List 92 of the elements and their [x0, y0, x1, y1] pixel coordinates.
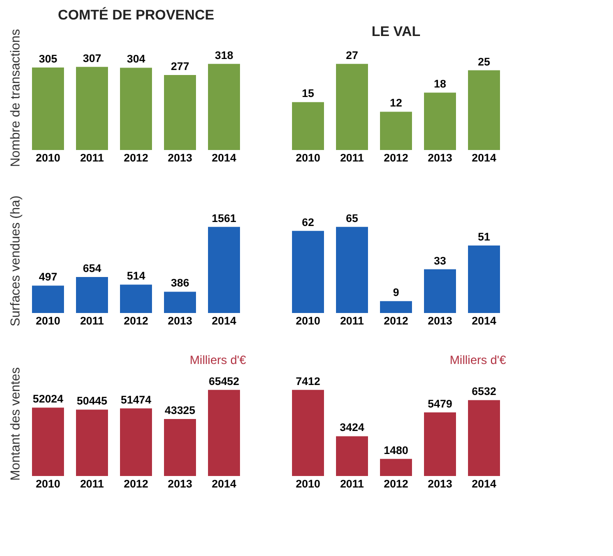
- data-label: 277: [170, 61, 190, 74]
- data-label: 6532: [472, 386, 496, 398]
- x-tick-label: 2010: [296, 316, 320, 328]
- data-label: 50445: [76, 396, 108, 408]
- x-tick-label: 2014: [472, 152, 498, 164]
- y-axis-title: Surfaces vendues (ha): [8, 196, 22, 326]
- data-label: 52024: [32, 394, 64, 406]
- data-label: 12: [390, 98, 402, 110]
- y-axis-title: Nombre de transactions: [8, 28, 22, 168]
- data-label: 497: [38, 272, 58, 284]
- x-tick-label: 2010: [296, 152, 320, 164]
- x-tick-label: 2012: [384, 152, 408, 164]
- x-tick-label: 2010: [36, 316, 60, 328]
- bar: [380, 301, 412, 313]
- bar: [76, 276, 108, 313]
- bar: [164, 419, 196, 476]
- x-tick-label: 2012: [384, 316, 408, 328]
- bar: [424, 412, 456, 476]
- bar: [380, 112, 412, 150]
- bar: [120, 408, 152, 476]
- bar: [32, 408, 64, 476]
- data-label: 3424: [340, 422, 366, 434]
- text: Milliers d'€: [450, 353, 506, 367]
- data-label: 654: [82, 262, 102, 275]
- x-tick-label: 2012: [124, 152, 148, 164]
- bar: [292, 390, 324, 476]
- data-label: 43325: [164, 405, 196, 418]
- x-tick-label: 2012: [124, 478, 148, 490]
- bar: [336, 64, 368, 150]
- data-label: 18: [434, 78, 446, 91]
- x-tick-label: 2011: [340, 316, 364, 328]
- x-tick-label: 2014: [472, 478, 498, 490]
- x-tick-label: 2014: [212, 316, 238, 328]
- data-label: 65: [346, 212, 358, 225]
- bar: [164, 292, 196, 313]
- data-label: 9: [392, 287, 400, 300]
- x-tick-label: 2010: [36, 478, 60, 490]
- x-tick-label: 2010: [36, 152, 60, 164]
- chart-title: LE VAL: [372, 23, 421, 39]
- bar: [292, 102, 324, 150]
- data-label: 25: [478, 56, 490, 68]
- bar: [292, 230, 324, 313]
- data-label: 514: [126, 270, 146, 283]
- data-label: 33: [434, 255, 446, 268]
- bar: [380, 458, 412, 476]
- data-label: 65452: [208, 376, 240, 388]
- data-label: 27: [346, 50, 358, 62]
- x-tick-label: 2013: [168, 478, 192, 490]
- x-tick-label: 2011: [340, 152, 364, 164]
- data-label: 51: [478, 231, 490, 244]
- data-label: 318: [214, 50, 234, 62]
- x-tick-label: 2010: [296, 478, 320, 490]
- data-label: 1480: [384, 444, 408, 457]
- bar: [468, 245, 500, 313]
- data-label: 5479: [428, 398, 452, 410]
- y-axis-title: Montant des ventes: [8, 366, 22, 481]
- bar: [76, 410, 108, 476]
- bar: [32, 286, 64, 313]
- x-tick-label: 2013: [168, 316, 192, 328]
- bar: [424, 92, 456, 150]
- data-label: 307: [82, 52, 102, 65]
- data-label: 7412: [296, 376, 320, 388]
- data-label: 305: [38, 53, 58, 66]
- bar: [336, 226, 368, 313]
- x-tick-label: 2011: [340, 478, 364, 490]
- data-label: 15: [302, 88, 314, 100]
- data-label: 51474: [120, 394, 152, 406]
- x-tick-label: 2012: [124, 316, 148, 328]
- text: Milliers d'€: [190, 353, 246, 367]
- x-tick-label: 2013: [428, 316, 452, 328]
- bar: [336, 436, 368, 476]
- bar: [208, 390, 240, 476]
- data-label: 386: [170, 278, 190, 290]
- x-tick-label: 2014: [472, 316, 498, 328]
- data-label: 304: [126, 54, 146, 66]
- data-label: 1561: [212, 212, 236, 225]
- x-tick-label: 2013: [428, 152, 452, 164]
- x-tick-label: 2011: [80, 316, 104, 328]
- x-tick-label: 2013: [428, 478, 452, 490]
- x-tick-label: 2012: [384, 478, 408, 490]
- bar: [468, 400, 500, 476]
- bar: [208, 226, 240, 313]
- x-tick-label: 2013: [168, 152, 192, 164]
- x-tick-label: 2014: [212, 152, 238, 164]
- bar: [468, 70, 500, 150]
- chart-title: COMTÉ DE PROVENCE: [58, 6, 214, 22]
- bar: [424, 269, 456, 313]
- bar: [120, 284, 152, 313]
- x-tick-label: 2011: [80, 478, 104, 490]
- data-label: 62: [302, 216, 314, 229]
- x-tick-label: 2014: [212, 478, 238, 490]
- x-tick-label: 2011: [80, 152, 104, 164]
